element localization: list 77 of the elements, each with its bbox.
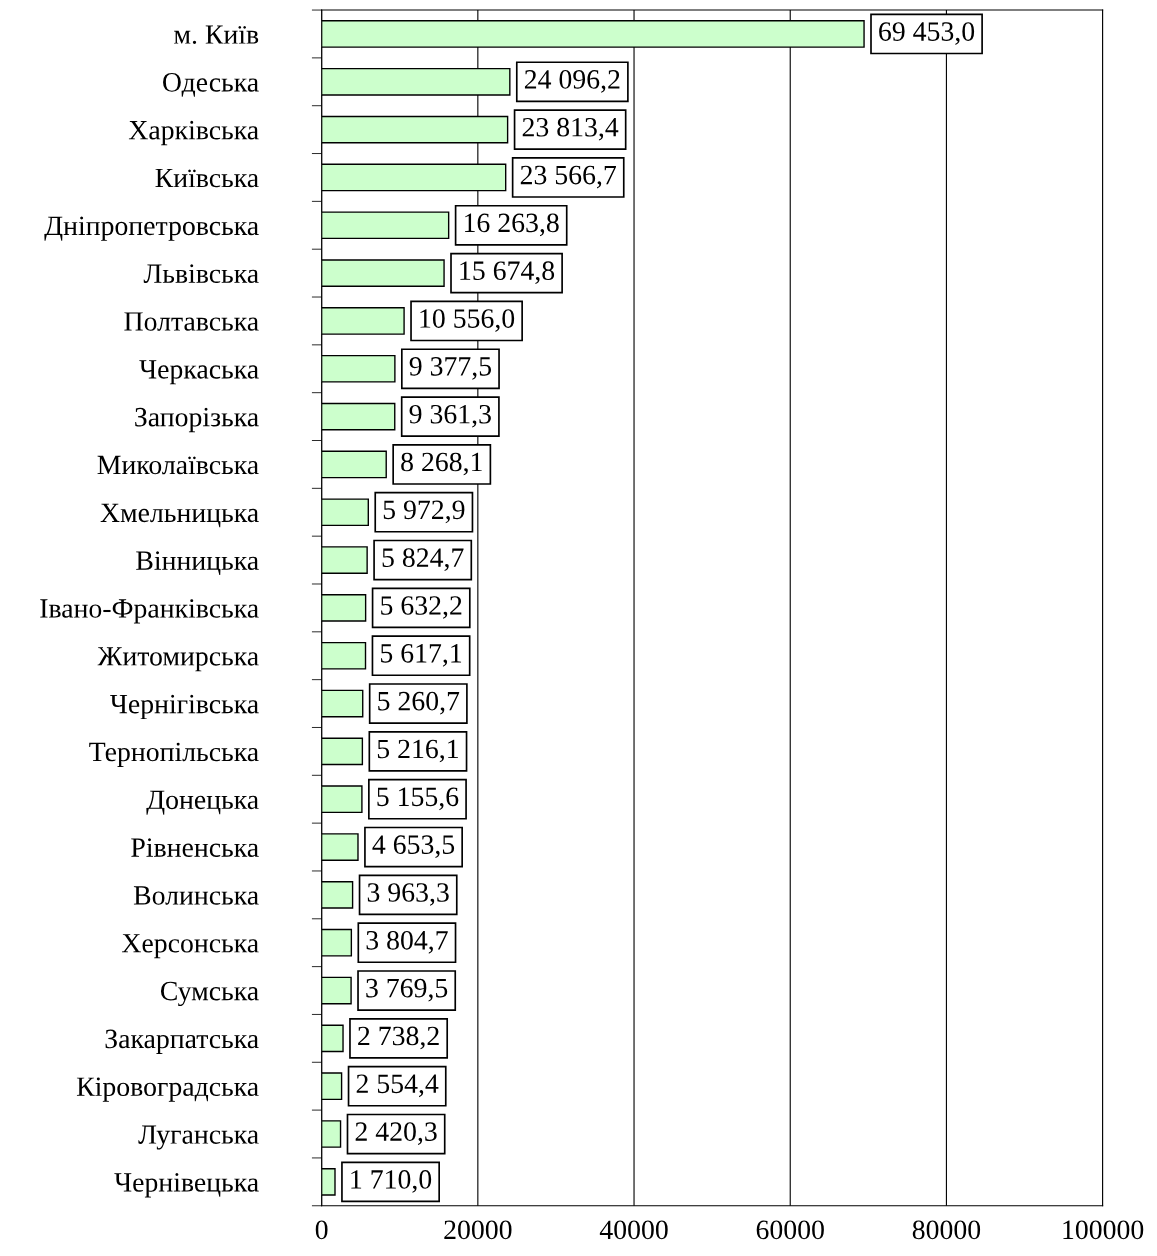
bar (321, 881, 354, 909)
y-tick-label: Волинська (133, 886, 259, 905)
x-tick-label: 0 (315, 1220, 328, 1240)
y-tick-label: Житомирська (97, 647, 259, 672)
bar (321, 976, 352, 1005)
bar (321, 1167, 336, 1196)
data-label: 3 963,3 (367, 883, 449, 906)
data-label: 5 260,7 (378, 691, 460, 715)
y-tick-label: м. Київ (174, 25, 259, 44)
y-tick-label: Закарпатська (105, 1029, 259, 1054)
y-tick-label: Одеська (163, 73, 259, 97)
bar (321, 1024, 344, 1053)
y-tick-label: Львівська (143, 264, 259, 284)
bar (321, 689, 364, 718)
data-label: 16 263,8 (464, 213, 559, 237)
data-label: 8 268,1 (401, 452, 482, 476)
data-label: 9 377,5 (409, 357, 492, 380)
x-tick-label: 40000 (599, 1220, 668, 1240)
y-tick-label: Черкаська (139, 360, 259, 385)
bar (321, 785, 363, 814)
y-tick-label: Запорізька (135, 407, 259, 433)
data-label: 5 617,1 (381, 644, 462, 667)
y-tick-label: Луганська (138, 1125, 259, 1150)
bar (321, 833, 359, 861)
x-tick-label: 60000 (756, 1220, 824, 1240)
bar (321, 928, 353, 957)
y-tick-label: Херсонська (121, 934, 259, 959)
data-label: 4 653,5 (372, 835, 455, 858)
x-tick-label: 100000 (1063, 1220, 1144, 1240)
bar (321, 211, 450, 240)
bar (321, 307, 405, 335)
bar (321, 737, 364, 766)
y-tick-label: Чернігівська (110, 694, 259, 720)
y-tick-label: Хмельницька (100, 503, 259, 528)
data-label: 1 710,0 (351, 1170, 432, 1193)
bar (321, 641, 367, 670)
data-label: 2 554,4 (356, 1074, 439, 1098)
bar (321, 1120, 342, 1148)
data-label: 24 096,2 (524, 70, 620, 93)
y-tick-label: Івано-Франківська (40, 599, 259, 624)
y-tick-label: Рівненська (131, 838, 259, 857)
data-label: 5 972,9 (383, 500, 465, 524)
y-tick-label: Полтавська (124, 312, 259, 331)
data-label: 5 216,1 (377, 739, 458, 763)
bar (321, 259, 445, 287)
data-label: 9 361,3 (409, 404, 491, 428)
y-tick-label: Харківська (128, 120, 259, 146)
y-tick-label: Дніпропетровська (44, 216, 259, 241)
y-tick-label: Київська (155, 168, 259, 188)
bar (321, 594, 367, 622)
data-label: 2 420,3 (355, 1122, 437, 1145)
x-tick-label: 20000 (444, 1220, 512, 1240)
data-label: 5 824,7 (382, 548, 464, 572)
y-tick-label: Чернівецька (114, 1173, 259, 1198)
data-label: 10 556,0 (420, 309, 515, 332)
data-label: 5 632,2 (381, 596, 462, 619)
bar (321, 450, 387, 479)
data-label: 23 566,7 (520, 165, 617, 189)
data-label: 15 674,8 (460, 261, 555, 285)
y-tick-label: Тернопільська (89, 742, 259, 767)
y-tick-label: Вінницька (136, 551, 259, 576)
x-tick-label: 80000 (912, 1220, 981, 1240)
y-tick-label: Донецька (146, 790, 259, 815)
data-label: 3 804,7 (366, 930, 448, 954)
y-tick-label: Кіровоградська (76, 1077, 259, 1102)
bar (321, 1072, 343, 1101)
y-tick-label: Миколаївська (97, 455, 259, 475)
bar (321, 354, 396, 383)
data-label: 3 769,5 (366, 978, 448, 1002)
bar (321, 546, 368, 574)
bar (321, 402, 396, 431)
bar (321, 498, 369, 527)
y-tick-label: Сумська (160, 981, 259, 1007)
data-label: 23 813,4 (522, 117, 619, 141)
data-label: 69 453,0 (879, 22, 975, 45)
data-label: 2 738,2 (358, 1026, 439, 1050)
data-label: 5 155,6 (377, 787, 459, 811)
